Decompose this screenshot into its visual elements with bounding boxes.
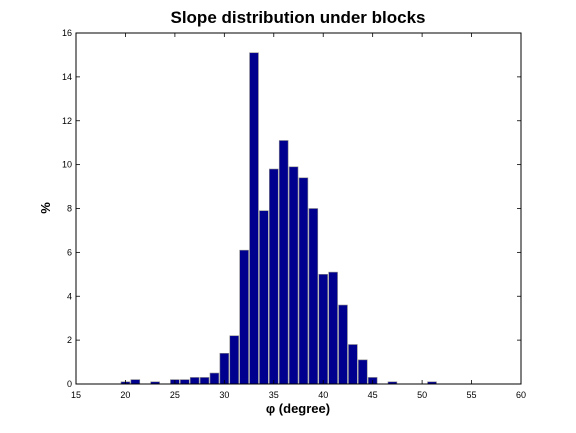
x-tick-label: 60 xyxy=(516,390,526,400)
histogram-bar xyxy=(219,352,230,385)
y-tick-label: 0 xyxy=(67,379,72,389)
histogram-bar xyxy=(278,140,289,385)
histogram-bar xyxy=(318,274,328,385)
histogram-bar xyxy=(249,52,259,385)
x-tick-label: 30 xyxy=(219,390,229,400)
histogram-bar xyxy=(189,377,200,385)
chart-title: Slope distribution under blocks xyxy=(170,8,425,27)
x-tick-label: 50 xyxy=(417,390,427,400)
y-tick-label: 16 xyxy=(62,28,72,38)
histogram-bar xyxy=(209,372,220,385)
histogram-bar xyxy=(229,335,239,385)
histogram-bar xyxy=(130,379,141,385)
x-tick-label: 25 xyxy=(170,390,180,400)
y-tick-label: 14 xyxy=(62,72,72,82)
plot-frame xyxy=(75,32,522,385)
x-tick-label: 55 xyxy=(467,390,477,400)
x-tick-label: 15 xyxy=(71,390,81,400)
x-tick-label: 20 xyxy=(120,390,130,400)
ticks-group: 15 20 25 30 35 40 45 50 55 60 0 2 4 6 8 10 12 14 16 xyxy=(62,28,526,400)
histogram-bar xyxy=(269,168,279,385)
histogram-bar xyxy=(259,210,269,385)
histogram-bar xyxy=(338,304,348,385)
histogram-bar xyxy=(328,271,338,385)
x-tick-label: 40 xyxy=(318,390,328,400)
x-tick-label: 35 xyxy=(269,390,279,400)
histogram-bar xyxy=(199,377,210,385)
histogram-bar xyxy=(348,344,358,385)
histogram-bar xyxy=(358,359,368,385)
histogram-bar xyxy=(298,177,309,385)
y-tick-label: 8 xyxy=(67,204,72,214)
histogram-bar xyxy=(308,208,319,385)
y-tick-label: 10 xyxy=(62,160,72,170)
y-axis-label: % xyxy=(38,202,53,214)
y-tick-label: 4 xyxy=(67,291,72,301)
y-tick-label: 2 xyxy=(67,335,72,345)
x-axis-label: φ (degree) xyxy=(266,401,330,416)
histogram-bar xyxy=(239,249,249,385)
histogram-bar xyxy=(180,379,190,385)
y-tick-label: 12 xyxy=(62,116,72,126)
histogram-bar xyxy=(288,166,299,385)
bars-group xyxy=(120,52,437,385)
x-tick-label: 45 xyxy=(368,390,378,400)
y-tick-label: 6 xyxy=(67,247,72,257)
